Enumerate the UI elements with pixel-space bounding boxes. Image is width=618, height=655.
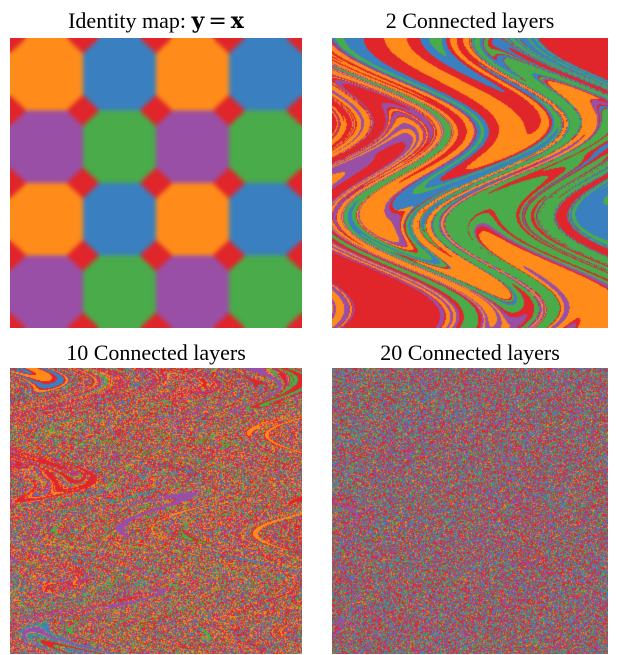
panel-title-20-layers: 20 Connected layers bbox=[380, 340, 560, 365]
math-rel: = bbox=[208, 9, 227, 34]
math-lhs: y bbox=[191, 8, 205, 34]
2-layers-image bbox=[332, 38, 608, 328]
panel-title-2-layers: 2 Connected layers bbox=[385, 8, 555, 33]
identity-map-image bbox=[10, 38, 302, 328]
math-rhs: x bbox=[230, 8, 244, 34]
20-layers-image bbox=[332, 368, 608, 654]
title-text: Identity map: bbox=[68, 8, 192, 33]
10-layers-image bbox=[10, 368, 302, 654]
panel-title-10-layers: 10 Connected layers bbox=[66, 340, 246, 365]
panel-title-identity: Identity map: y = x bbox=[10, 10, 302, 33]
